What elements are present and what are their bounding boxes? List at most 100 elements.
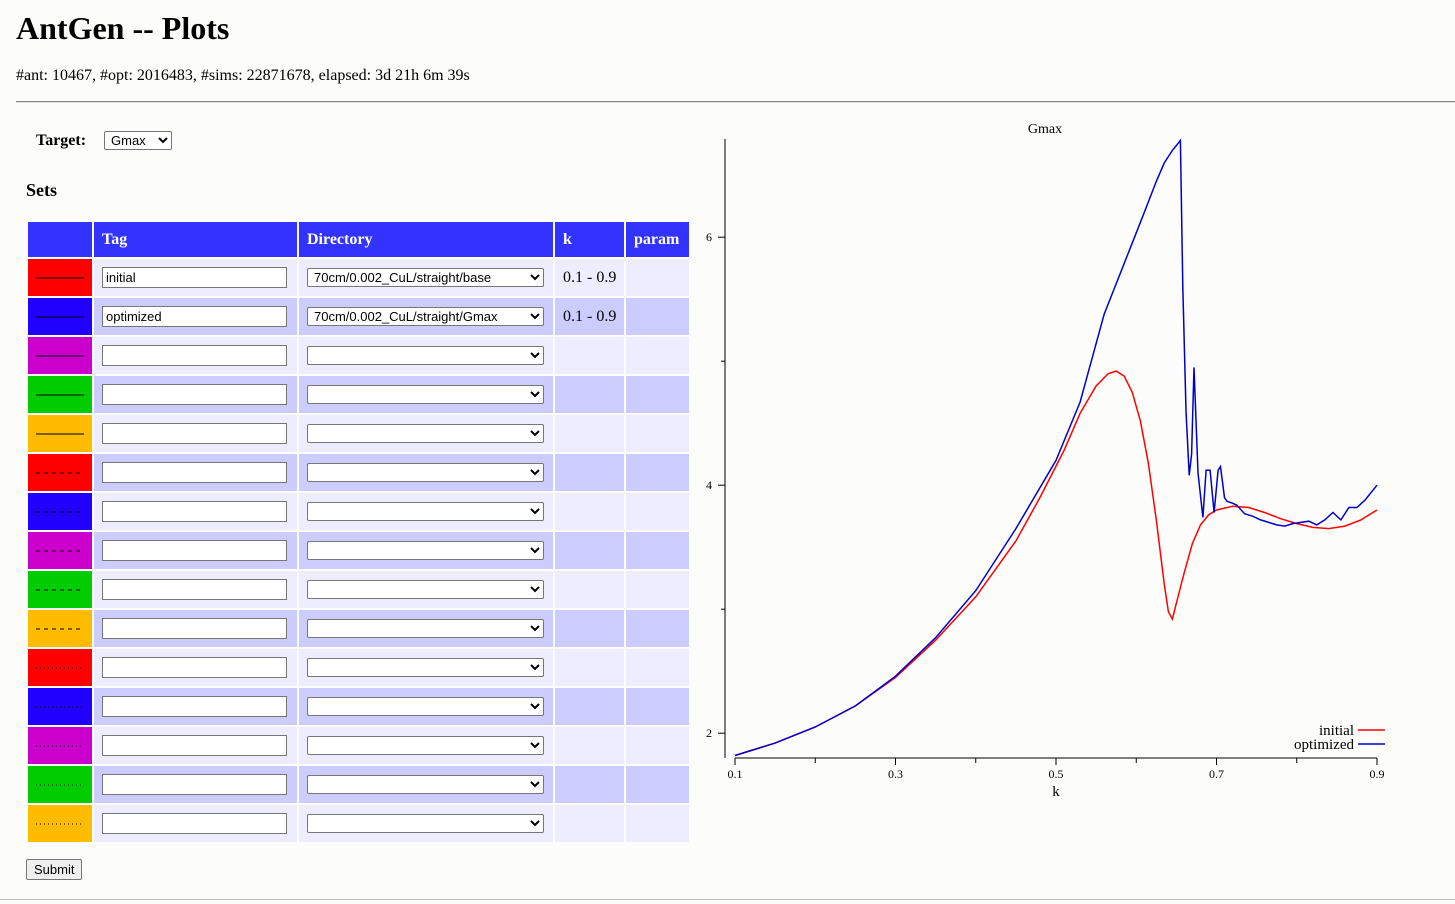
tag-input[interactable]	[102, 423, 287, 444]
tag-input[interactable]	[102, 774, 287, 795]
target-label: Target:	[36, 132, 87, 149]
set-row	[28, 415, 689, 452]
directory-select[interactable]: 70cm/0.002_CuL/straight/Gmax	[307, 307, 544, 326]
line-style-cell	[28, 337, 92, 374]
tag-input[interactable]	[102, 696, 287, 717]
set-row	[28, 610, 689, 647]
directory-select[interactable]	[307, 814, 544, 833]
tag-input[interactable]	[102, 462, 287, 483]
tag-cell	[94, 805, 297, 842]
line-sample-icon	[36, 316, 84, 318]
param-cell	[626, 376, 689, 413]
line-style-cell	[28, 688, 92, 725]
tag-input[interactable]	[102, 501, 287, 522]
line-style-cell	[28, 532, 92, 569]
set-row	[28, 571, 689, 608]
tag-cell	[94, 688, 297, 725]
tag-input[interactable]	[102, 579, 287, 600]
set-row	[28, 454, 689, 491]
directory-select[interactable]	[307, 346, 544, 365]
tag-input[interactable]	[102, 306, 287, 327]
directory-select[interactable]	[307, 736, 544, 755]
directory-cell: 70cm/0.002_CuL/straight/Gmax	[299, 298, 553, 335]
tag-cell	[94, 298, 297, 335]
line-style-cell	[28, 571, 92, 608]
set-row	[28, 493, 689, 530]
tag-input[interactable]	[102, 267, 287, 288]
k-range-cell	[555, 571, 624, 608]
k-range-cell	[555, 727, 624, 764]
legend-label: initial	[1319, 723, 1354, 739]
tag-cell	[94, 571, 297, 608]
directory-select[interactable]	[307, 541, 544, 560]
directory-select[interactable]	[307, 502, 544, 521]
line-sample-icon	[36, 277, 84, 279]
directory-select[interactable]	[307, 697, 544, 716]
tag-input[interactable]	[102, 540, 287, 561]
target-select[interactable]: Gmax	[104, 131, 172, 150]
tag-cell	[94, 415, 297, 452]
line-sample-icon	[36, 745, 84, 747]
directory-cell	[299, 415, 553, 452]
tag-input[interactable]	[102, 384, 287, 405]
line-style-cell	[28, 376, 92, 413]
tag-input[interactable]	[102, 657, 287, 678]
line-sample-icon	[36, 550, 84, 552]
x-tick-label: 0.1	[728, 767, 743, 781]
tag-input[interactable]	[102, 735, 287, 756]
y-tick-label: 6	[706, 230, 712, 244]
line-sample-icon	[36, 511, 84, 513]
param-cell	[626, 532, 689, 569]
set-row	[28, 805, 689, 842]
line-sample-icon	[36, 628, 84, 630]
header-divider	[16, 101, 1455, 103]
line-sample-icon	[36, 472, 84, 474]
footer-divider	[0, 899, 1455, 900]
set-row: 70cm/0.002_CuL/straight/Gmax 0.1 - 0.9	[28, 298, 689, 335]
set-row	[28, 688, 689, 725]
tag-cell	[94, 649, 297, 686]
x-tick-label: 0.7	[1209, 767, 1224, 781]
k-range-cell	[555, 454, 624, 491]
directory-select[interactable]	[307, 775, 544, 794]
param-cell	[626, 805, 689, 842]
line-sample-icon	[36, 784, 84, 786]
tag-input[interactable]	[102, 618, 287, 639]
line-sample-icon	[36, 433, 84, 435]
y-tick-label: 4	[706, 478, 712, 492]
line-style-cell	[28, 727, 92, 764]
legend-label: optimized	[1294, 737, 1354, 753]
directory-select[interactable]	[307, 463, 544, 482]
directory-cell	[299, 610, 553, 647]
directory-cell	[299, 571, 553, 608]
param-cell	[626, 610, 689, 647]
line-sample-icon	[36, 823, 84, 825]
directory-select[interactable]	[307, 619, 544, 638]
stats-line: #ant: 10467, #opt: 2016483, #sims: 22871…	[16, 67, 470, 84]
directory-select[interactable]: 70cm/0.002_CuL/straight/base	[307, 268, 544, 287]
header-param: param	[626, 222, 689, 257]
line-style-cell	[28, 805, 92, 842]
sets-heading: Sets	[26, 180, 57, 200]
tag-cell	[94, 766, 297, 803]
directory-select[interactable]	[307, 424, 544, 443]
line-style-cell	[28, 298, 92, 335]
directory-select[interactable]	[307, 658, 544, 677]
param-cell	[626, 454, 689, 491]
param-cell	[626, 688, 689, 725]
tag-input[interactable]	[102, 813, 287, 834]
set-row	[28, 766, 689, 803]
y-tick-label: 2	[706, 726, 712, 740]
line-sample-icon	[36, 706, 84, 708]
x-tick-label: 0.9	[1370, 767, 1385, 781]
tag-cell	[94, 610, 297, 647]
param-cell	[626, 493, 689, 530]
param-cell	[626, 727, 689, 764]
line-style-cell	[28, 610, 92, 647]
directory-cell	[299, 454, 553, 491]
param-cell	[626, 415, 689, 452]
directory-select[interactable]	[307, 580, 544, 599]
tag-input[interactable]	[102, 345, 287, 366]
submit-button[interactable]: Submit	[26, 859, 83, 880]
directory-select[interactable]	[307, 385, 544, 404]
